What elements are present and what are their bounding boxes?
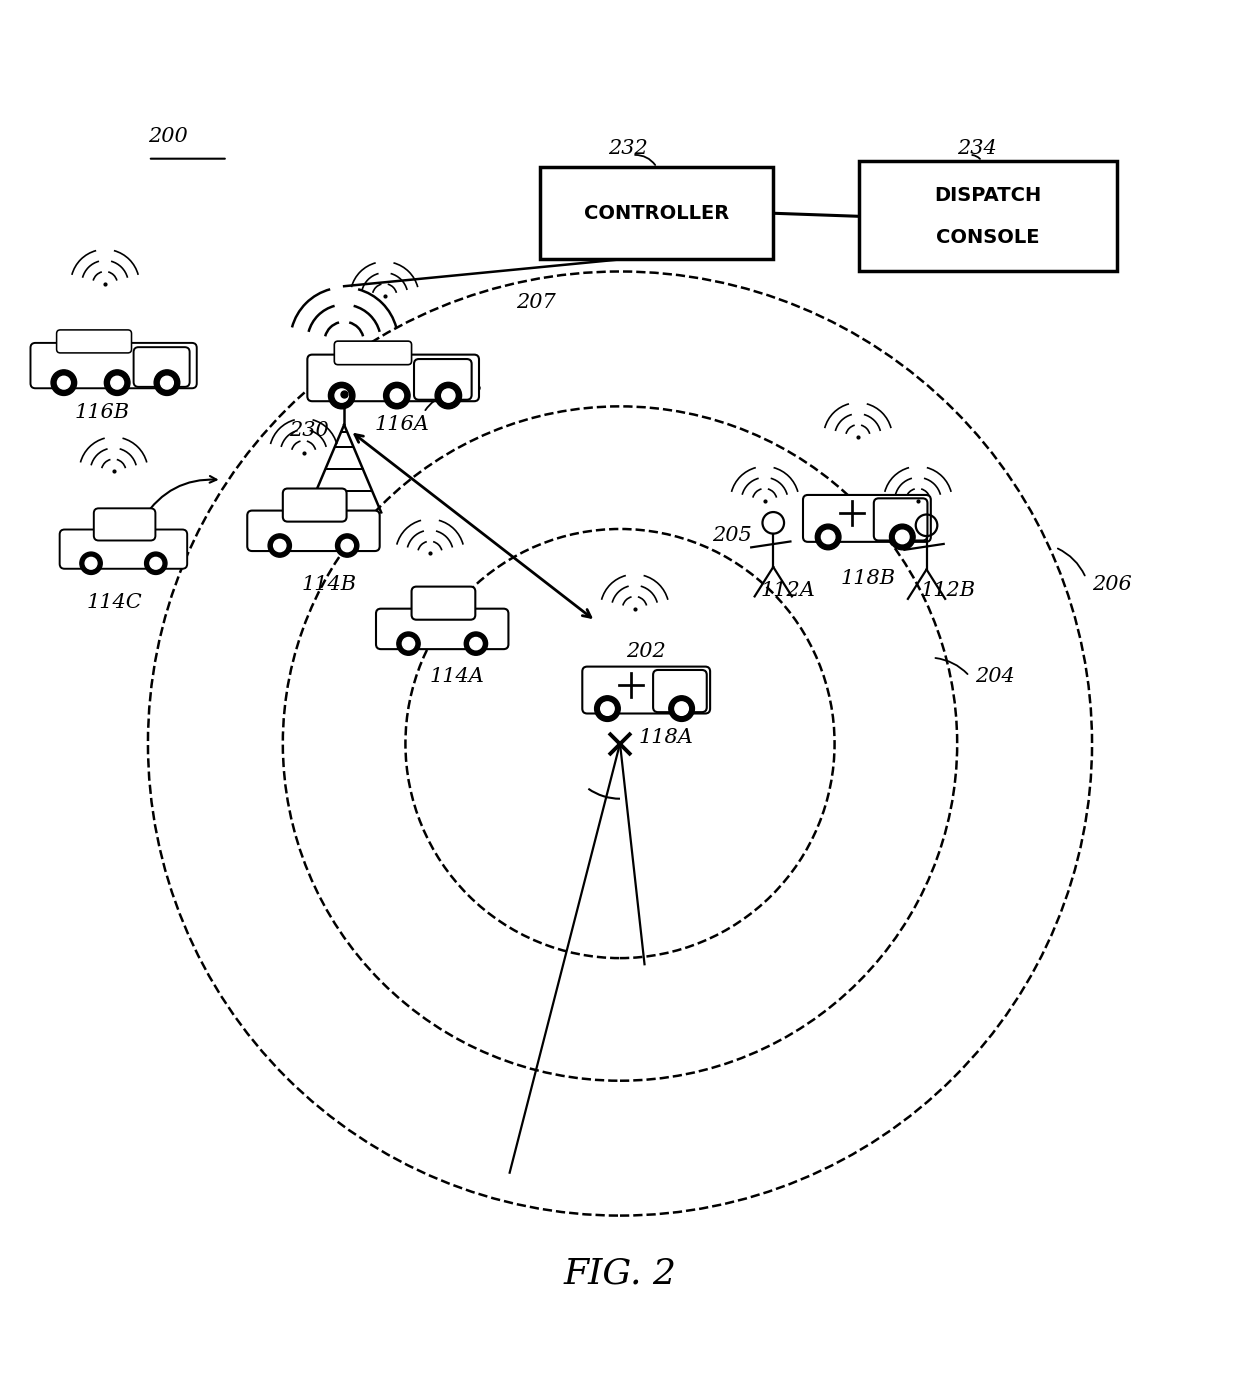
FancyBboxPatch shape — [134, 347, 190, 388]
Circle shape — [595, 696, 620, 721]
Circle shape — [441, 389, 455, 403]
Circle shape — [391, 389, 403, 403]
Text: 114B: 114B — [301, 575, 356, 593]
Circle shape — [274, 539, 286, 551]
Circle shape — [889, 524, 915, 550]
Circle shape — [154, 369, 180, 396]
Circle shape — [86, 557, 97, 569]
Circle shape — [150, 557, 161, 569]
Circle shape — [160, 376, 174, 389]
Circle shape — [110, 376, 124, 389]
Text: 205: 205 — [712, 525, 751, 544]
Circle shape — [600, 701, 614, 715]
Circle shape — [402, 638, 414, 650]
Text: 118A: 118A — [639, 728, 693, 747]
FancyBboxPatch shape — [247, 511, 379, 551]
Circle shape — [464, 632, 487, 656]
Circle shape — [79, 551, 102, 575]
Circle shape — [383, 382, 410, 408]
FancyBboxPatch shape — [414, 358, 471, 400]
Text: CONTROLLER: CONTROLLER — [584, 204, 729, 222]
Text: CONSOLE: CONSOLE — [936, 228, 1039, 247]
Text: 112A: 112A — [761, 581, 816, 600]
Text: 234: 234 — [957, 139, 997, 158]
FancyBboxPatch shape — [308, 354, 479, 401]
Circle shape — [675, 701, 688, 715]
Text: 200: 200 — [148, 128, 187, 146]
Text: 114C: 114C — [87, 593, 143, 613]
FancyBboxPatch shape — [583, 667, 711, 714]
FancyBboxPatch shape — [60, 529, 187, 568]
Text: 232: 232 — [608, 139, 647, 158]
FancyBboxPatch shape — [94, 508, 155, 540]
Circle shape — [104, 369, 130, 396]
Circle shape — [435, 382, 461, 408]
FancyBboxPatch shape — [541, 167, 774, 260]
Circle shape — [668, 696, 694, 721]
Circle shape — [268, 533, 291, 557]
Text: 226: 226 — [87, 538, 126, 557]
Text: 118B: 118B — [841, 568, 895, 588]
Text: 202: 202 — [626, 642, 666, 661]
Circle shape — [821, 531, 835, 543]
FancyBboxPatch shape — [653, 669, 707, 713]
Text: 116B: 116B — [74, 403, 129, 422]
FancyBboxPatch shape — [57, 331, 131, 353]
Text: 228: 228 — [443, 385, 482, 404]
FancyBboxPatch shape — [804, 494, 931, 542]
Circle shape — [145, 551, 167, 575]
Circle shape — [329, 382, 355, 408]
Text: 230: 230 — [289, 421, 329, 440]
FancyBboxPatch shape — [283, 489, 346, 522]
Circle shape — [816, 524, 841, 550]
Circle shape — [336, 533, 358, 557]
Text: 116A: 116A — [374, 415, 429, 435]
Circle shape — [341, 539, 353, 551]
Circle shape — [397, 632, 420, 656]
Text: 204: 204 — [976, 667, 1016, 686]
Text: DISPATCH: DISPATCH — [934, 186, 1042, 206]
Circle shape — [895, 531, 909, 543]
Circle shape — [51, 369, 77, 396]
FancyBboxPatch shape — [412, 586, 475, 619]
Circle shape — [470, 638, 482, 650]
Text: 206: 206 — [1092, 575, 1132, 593]
Text: 207: 207 — [516, 293, 556, 311]
Circle shape — [57, 376, 71, 389]
Circle shape — [335, 389, 348, 403]
FancyBboxPatch shape — [874, 499, 928, 540]
FancyBboxPatch shape — [31, 343, 197, 389]
FancyBboxPatch shape — [859, 161, 1116, 271]
Text: 112B: 112B — [920, 581, 976, 600]
FancyBboxPatch shape — [376, 608, 508, 649]
Text: 114A: 114A — [430, 667, 485, 686]
Text: FIG. 2: FIG. 2 — [563, 1256, 677, 1290]
FancyBboxPatch shape — [335, 342, 412, 365]
